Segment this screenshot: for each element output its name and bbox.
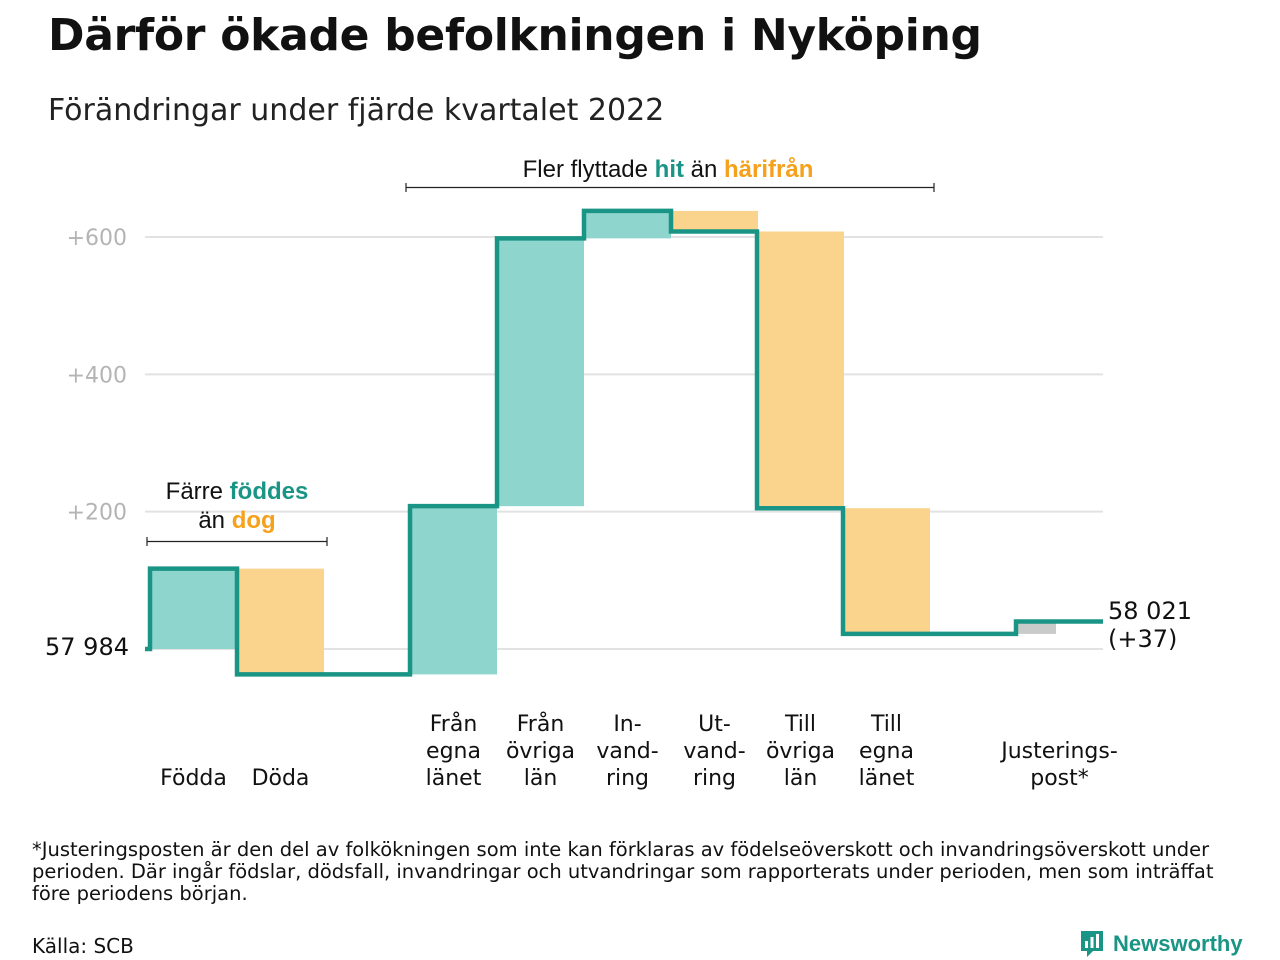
category-label: länet: [859, 766, 915, 791]
annotation-migration: Fler flyttade hit än härifrån: [405, 156, 935, 192]
category-label: Från: [517, 711, 565, 737]
bar-increase: [150, 568, 237, 649]
chart-title: Därför ökade befolkningen i Nyköping: [48, 10, 982, 61]
cumulative-step-line: [145, 208, 1103, 677]
category-label: Justerings-: [999, 739, 1118, 764]
category-label: In-: [613, 712, 641, 737]
category-label: Till: [870, 712, 902, 737]
brand-name: Newsworthy: [1113, 931, 1243, 956]
category-label: egna: [426, 739, 481, 764]
annotation-births-bracket: [146, 537, 328, 546]
category-label: län: [784, 766, 818, 791]
y-tick-label: +200: [67, 501, 127, 526]
category-label: ring: [693, 766, 736, 791]
bar-decrease: [671, 210, 758, 232]
footnote: *Justeringsposten är den del av folkökni…: [32, 838, 1214, 905]
category-label: Till: [784, 712, 816, 737]
brand-logo: Newsworthy: [1079, 929, 1243, 959]
category-label: vand-: [683, 739, 745, 764]
bar-decrease: [757, 231, 844, 509]
end-change-label: (+37): [1108, 625, 1177, 653]
annotation-births-line1: Färre föddes: [166, 478, 309, 505]
chart-subtitle: Förändringar under fjärde kvartalet 2022: [48, 93, 665, 128]
category-label: Födda: [160, 766, 227, 791]
category-label: län: [524, 766, 558, 791]
annotation-migration-text: Fler flyttade hit än härifrån: [523, 156, 814, 183]
waterfall-chart: +200+400+600 Födda DödaFrånegnalänetFrånö…: [45, 156, 1192, 791]
category-label: Från: [430, 711, 478, 737]
y-tick-label: +600: [67, 226, 127, 251]
category-labels: Födda DödaFrånegnalänetFrånövrigalänIn-va…: [160, 711, 1118, 791]
end-value-label: 58 021: [1108, 597, 1192, 625]
annotation-births-line2: än dog: [198, 507, 275, 534]
category-label: länet: [426, 766, 482, 791]
category-label: ring: [606, 766, 649, 791]
category-label: vand-: [596, 739, 658, 764]
category-label: övriga: [766, 739, 835, 764]
newsworthy-logo-icon: [1081, 931, 1103, 957]
bar-increase: [584, 210, 671, 239]
category-label: egna: [859, 739, 914, 764]
category-label: post*: [1030, 766, 1089, 791]
bar-increase: [497, 238, 584, 507]
bar-increase: [410, 506, 497, 675]
y-tick-label: +400: [67, 363, 127, 388]
annotation-births-deaths: Färre föddes än dog: [146, 478, 328, 546]
bar-decrease: [843, 508, 930, 634]
bar-decrease: [237, 568, 324, 675]
annotation-migration-bracket: [405, 183, 935, 192]
y-axis-ticks: +200 +400 +600: [67, 226, 127, 526]
category-label: Döda: [252, 766, 310, 791]
source-label: Källa: SCB: [32, 934, 134, 958]
start-value-label: 57 984: [45, 633, 129, 661]
category-label: Ut-: [698, 712, 731, 737]
category-label: övriga: [506, 739, 575, 764]
bar-adjustment: [1016, 621, 1056, 634]
bars: [150, 210, 1056, 675]
